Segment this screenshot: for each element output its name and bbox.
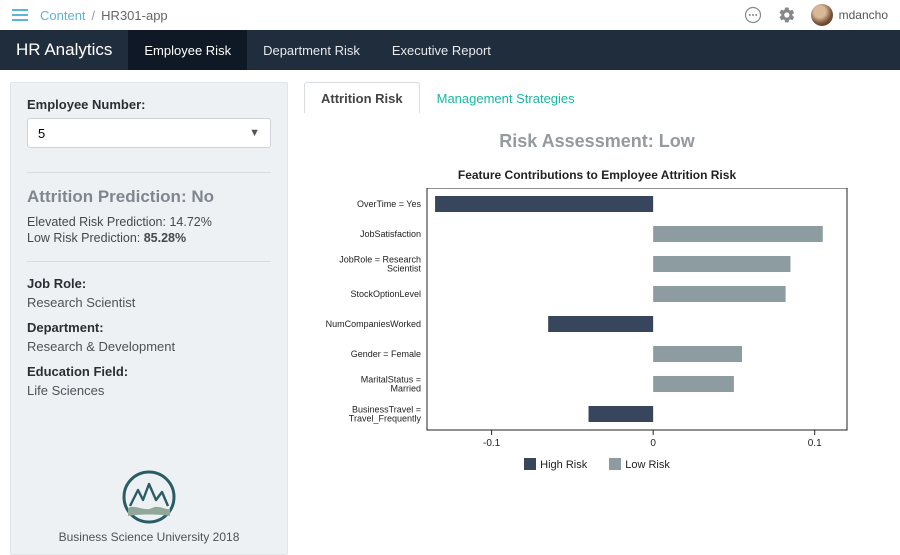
- brand-title: HR Analytics: [0, 30, 128, 70]
- svg-text:OverTime = Yes: OverTime = Yes: [357, 199, 421, 209]
- job-role-value: Research Scientist: [27, 295, 271, 310]
- education-label: Education Field:: [27, 364, 271, 379]
- svg-text:0.1: 0.1: [808, 438, 822, 449]
- employee-number-select[interactable]: 5 ▼: [27, 118, 271, 148]
- elevated-risk-value: 14.72%: [169, 215, 211, 229]
- legend-high-risk: High Risk: [524, 458, 587, 471]
- sidebar: Employee Number: 5 ▼ Attrition Predictio…: [10, 82, 288, 555]
- svg-text:Travel_Frequently: Travel_Frequently: [349, 414, 422, 424]
- logo-box: Business Science University 2018: [27, 458, 271, 544]
- department-label: Department:: [27, 320, 271, 335]
- topbar: Content / HR301-app mdancho: [0, 0, 900, 30]
- risk-assessment-title: Risk Assessment: Low: [304, 131, 890, 152]
- chart-legend: High Risk Low Risk: [304, 458, 890, 471]
- username: mdancho: [839, 8, 888, 22]
- nav-tab-department-risk[interactable]: Department Risk: [247, 30, 376, 70]
- logo-caption: Business Science University 2018: [27, 530, 271, 544]
- employee-number-value: 5: [38, 126, 45, 141]
- job-role-label: Job Role:: [27, 276, 271, 291]
- main-content: Attrition Risk Management Strategies Ris…: [304, 82, 890, 555]
- svg-text:0: 0: [650, 438, 656, 449]
- svg-text:NumCompaniesWorked: NumCompaniesWorked: [326, 319, 421, 329]
- low-risk-label: Low Risk Prediction:: [27, 231, 144, 245]
- tab-attrition-risk[interactable]: Attrition Risk: [304, 82, 420, 113]
- svg-text:JobSatisfaction: JobSatisfaction: [360, 229, 421, 239]
- department-value: Research & Development: [27, 339, 271, 354]
- attrition-prediction-heading: Attrition Prediction: No: [27, 187, 271, 207]
- low-risk-value: 85.28%: [144, 231, 186, 245]
- chart-area: Feature Contributions to Employee Attrit…: [304, 168, 890, 555]
- logo-icon: [122, 470, 176, 524]
- breadcrumb-current: HR301-app: [101, 8, 168, 23]
- legend-low-label: Low Risk: [625, 459, 670, 471]
- employee-number-label: Employee Number:: [27, 97, 271, 112]
- elevated-risk-label: Elevated Risk Prediction:: [27, 215, 169, 229]
- navbar: HR Analytics Employee Risk Department Ri…: [0, 30, 900, 70]
- gear-icon[interactable]: [777, 5, 797, 25]
- nav-tab-executive-report[interactable]: Executive Report: [376, 30, 507, 70]
- legend-high-label: High Risk: [540, 459, 587, 471]
- svg-text:-0.1: -0.1: [483, 438, 501, 449]
- education-value: Life Sciences: [27, 383, 271, 398]
- low-risk-line: Low Risk Prediction: 85.28%: [27, 231, 271, 245]
- legend-low-risk: Low Risk: [609, 458, 670, 471]
- tab-management-strategies[interactable]: Management Strategies: [420, 82, 592, 113]
- nav-tab-employee-risk[interactable]: Employee Risk: [128, 30, 247, 70]
- content-tabs: Attrition Risk Management Strategies: [304, 82, 890, 113]
- svg-text:StockOptionLevel: StockOptionLevel: [350, 289, 421, 299]
- feature-contribution-chart: OverTime = YesJobSatisfactionJobRole = R…: [317, 188, 877, 456]
- more-icon[interactable]: [743, 5, 763, 25]
- svg-text:Married: Married: [390, 384, 421, 394]
- hamburger-menu-icon[interactable]: [12, 9, 28, 21]
- breadcrumb-root[interactable]: Content: [40, 8, 86, 23]
- breadcrumb-separator: /: [92, 8, 96, 23]
- svg-text:Scientist: Scientist: [387, 264, 422, 274]
- avatar[interactable]: [811, 4, 833, 26]
- elevated-risk-line: Elevated Risk Prediction: 14.72%: [27, 215, 271, 229]
- svg-text:Gender = Female: Gender = Female: [351, 349, 421, 359]
- chart-title: Feature Contributions to Employee Attrit…: [304, 168, 890, 182]
- chevron-down-icon: ▼: [249, 127, 260, 139]
